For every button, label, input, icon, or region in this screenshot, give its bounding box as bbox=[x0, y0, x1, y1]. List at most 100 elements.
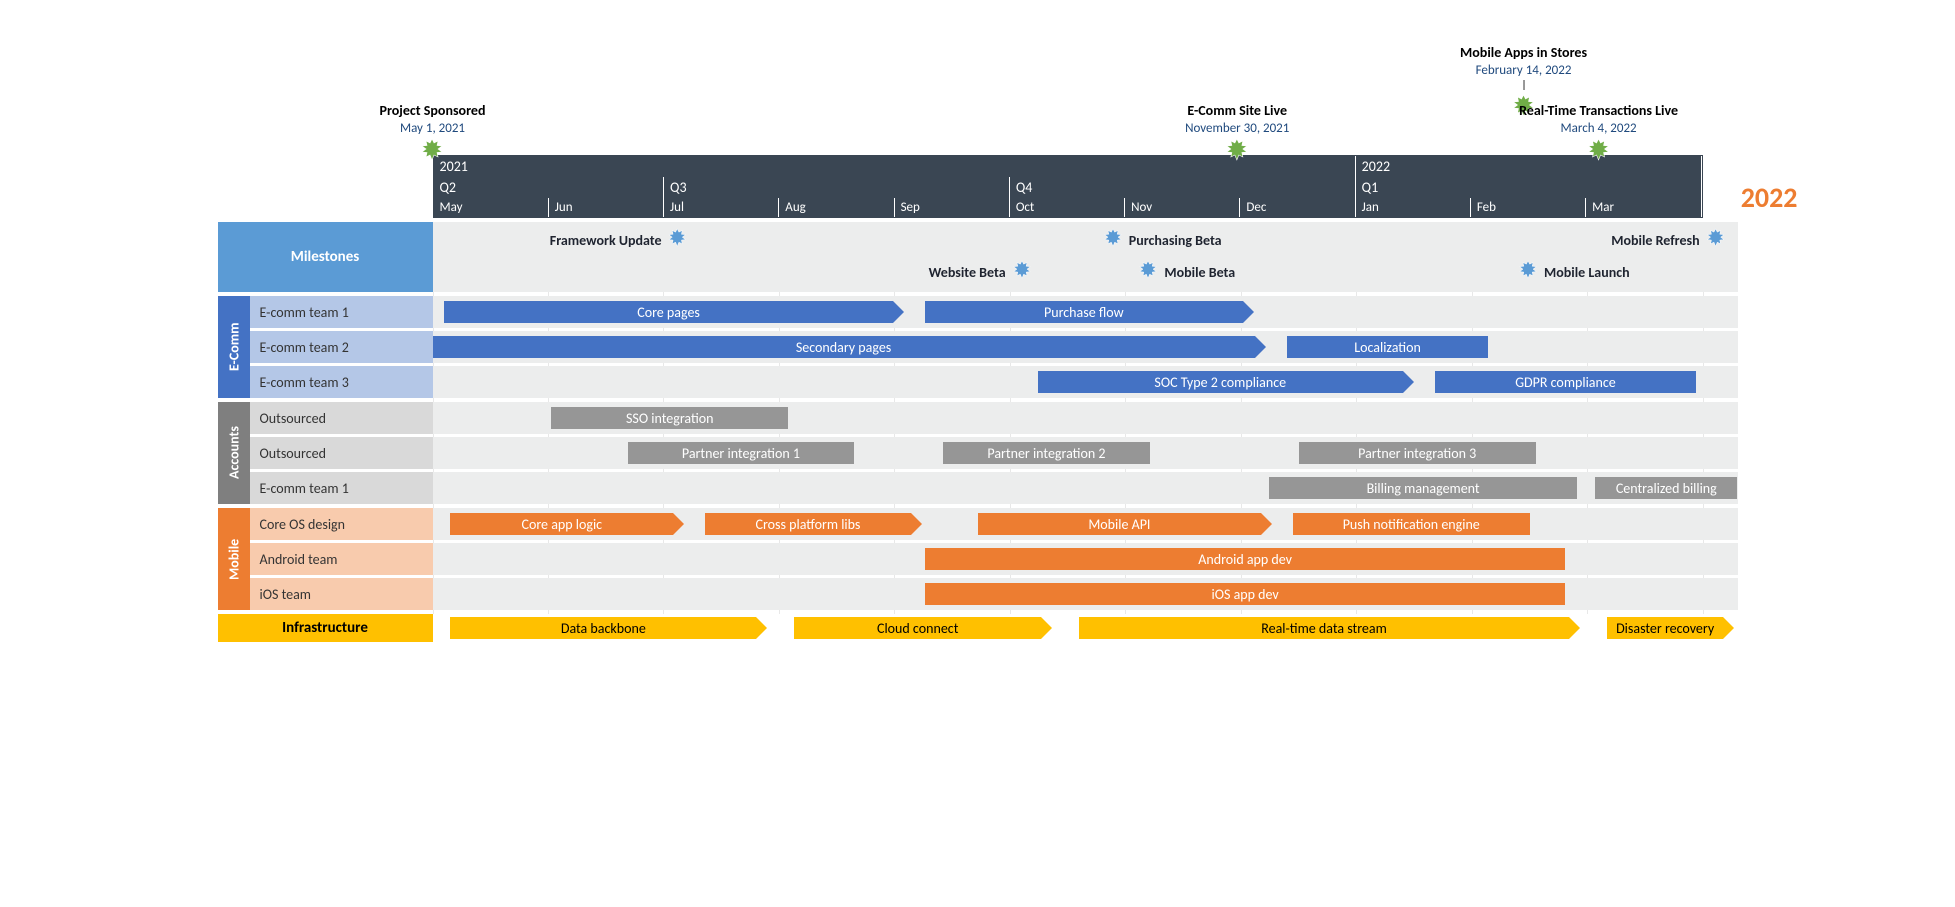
task-bar-arrow bbox=[1261, 513, 1272, 535]
milestone-badge-icon bbox=[1587, 138, 1611, 162]
row-track: Android app dev bbox=[433, 543, 1738, 575]
top-milestone: Project Sponsored May 1, 2021 bbox=[380, 102, 486, 167]
infrastructure-label: Infrastructure bbox=[218, 614, 433, 642]
timescale-cell: Nov bbox=[1125, 198, 1240, 217]
top-milestone-title: Real-Time Transactions Live bbox=[1519, 102, 1678, 119]
task-bar: Mobile API bbox=[978, 513, 1260, 535]
row-track: iOS app dev bbox=[433, 578, 1738, 610]
row-label: Core OS design bbox=[250, 508, 433, 540]
infra-task-bar: Cloud connect bbox=[794, 617, 1041, 639]
timescale-cell: Aug bbox=[779, 198, 894, 217]
swimlane-row: Android team Android app dev bbox=[250, 543, 1738, 575]
top-milestone-date: March 4, 2022 bbox=[1519, 121, 1678, 136]
year-accent-label: 2022 bbox=[1741, 180, 1798, 215]
milestone-badge-icon bbox=[1225, 138, 1249, 162]
task-bar: Cross platform libs bbox=[705, 513, 910, 535]
infra-task-bar: Data backbone bbox=[450, 617, 756, 639]
swimlane-mobile: MobileCore OS design Core app logic Cross … bbox=[218, 508, 1738, 610]
row-label: E-comm team 1 bbox=[250, 472, 433, 504]
swimlane-tab: Accounts bbox=[218, 402, 250, 504]
task-bar: SSO integration bbox=[551, 407, 788, 429]
swimlane-tab: E-Comm bbox=[218, 296, 250, 398]
row-track: Core pages Purchase flow bbox=[433, 296, 1738, 328]
milestone-badge-icon bbox=[1518, 260, 1538, 285]
task-bar: Centralized billing bbox=[1595, 477, 1737, 499]
gantt-chart: Project Sponsored May 1, 2021 E-Comm Sit… bbox=[218, 20, 1738, 642]
timescale-cell: Sep bbox=[895, 198, 1010, 217]
row-label: E-comm team 1 bbox=[250, 296, 433, 328]
task-bar: Partner integration 2 bbox=[943, 442, 1151, 464]
task-bar-arrow bbox=[893, 301, 904, 323]
milestone-label: Mobile Launch bbox=[1544, 264, 1630, 281]
swimlane-row: E-comm team 3SOC Type 2 complianceGDPR c… bbox=[250, 366, 1738, 398]
row-track: Secondary pages Localization bbox=[433, 331, 1738, 363]
task-bar-arrow bbox=[673, 513, 684, 535]
task-bar: Android app dev bbox=[925, 548, 1566, 570]
task-bar: Core app logic bbox=[450, 513, 673, 535]
swimlane-row: OutsourcedSSO integration bbox=[250, 402, 1738, 434]
milestone-item: Mobile Launch bbox=[1518, 260, 1630, 285]
milestone-item: Website Beta bbox=[929, 260, 1032, 285]
row-label: Android team bbox=[250, 543, 433, 575]
task-bar: Core pages bbox=[444, 301, 892, 323]
task-bar: GDPR compliance bbox=[1435, 371, 1696, 393]
milestone-item: Purchasing Beta bbox=[1103, 228, 1222, 253]
milestone-badge-icon bbox=[668, 228, 688, 253]
milestone-item: Framework Update bbox=[550, 228, 688, 253]
top-milestone-title: Project Sponsored bbox=[380, 102, 486, 119]
swimlane-e-comm: E-CommE-comm team 1 Core pages Purchase fl… bbox=[218, 296, 1738, 398]
task-bar: Partner integration 1 bbox=[628, 442, 853, 464]
task-bar-arrow bbox=[1403, 371, 1414, 393]
swimlane-tab: Mobile bbox=[218, 508, 250, 610]
swimlane-row: Core OS design Core app logic Cross platfo… bbox=[250, 508, 1738, 540]
timescale-cell: Jan bbox=[1356, 198, 1471, 217]
milestone-label: Purchasing Beta bbox=[1129, 232, 1222, 249]
milestone-badge-icon bbox=[1103, 228, 1123, 253]
top-milestone: E-Comm Site Live November 30, 2021 bbox=[1185, 102, 1289, 167]
top-milestone-title: E-Comm Site Live bbox=[1185, 102, 1289, 119]
swimlane-row: E-comm team 1 Core pages Purchase flow bbox=[250, 296, 1738, 328]
milestone-label: Mobile Beta bbox=[1164, 264, 1235, 281]
swimlane-accounts: AccountsOutsourcedSSO integrationOutsour… bbox=[218, 402, 1738, 504]
timescale-cell: Mar bbox=[1586, 198, 1701, 217]
swimlane-row: Outsourced Partner integration 1 Partner i… bbox=[250, 437, 1738, 469]
milestone-label: Framework Update bbox=[550, 232, 662, 249]
row-label: iOS team bbox=[250, 578, 433, 610]
task-bar: Partner integration 3 bbox=[1299, 442, 1536, 464]
timescale-cell: Jul bbox=[664, 198, 779, 217]
infrastructure-section: Infrastructure Data backbone Cloud connec… bbox=[218, 614, 1738, 642]
timescale-cell: Jun bbox=[549, 198, 664, 217]
top-milestones-track: Project Sponsored May 1, 2021 E-Comm Sit… bbox=[433, 20, 1703, 155]
row-label: E-comm team 3 bbox=[250, 366, 433, 398]
row-label: Outsourced bbox=[250, 437, 433, 469]
milestones-section: Milestones Framework UpdatePurchasing Be… bbox=[218, 222, 1738, 292]
timescale-cell: Dec bbox=[1240, 198, 1355, 217]
row-label: E-comm team 2 bbox=[250, 331, 433, 363]
top-milestone-date: February 14, 2022 bbox=[1460, 63, 1587, 78]
top-milestone: Real-Time Transactions Live March 4, 202… bbox=[1519, 102, 1678, 167]
milestone-badge-icon bbox=[1138, 260, 1158, 285]
timescale-cell: May bbox=[434, 198, 549, 217]
top-milestone-title: Mobile Apps in Stores bbox=[1460, 44, 1587, 61]
task-bar: Purchase flow bbox=[925, 301, 1243, 323]
infra-task-bar: Disaster recovery bbox=[1607, 617, 1723, 639]
infrastructure-track: Data backboneCloud connectReal-time data… bbox=[433, 614, 1738, 642]
task-bar-arrow bbox=[1243, 301, 1254, 323]
task-bar: Secondary pages bbox=[433, 336, 1255, 358]
milestone-item: Mobile Beta bbox=[1138, 260, 1235, 285]
timescale-cell: Oct bbox=[1010, 198, 1125, 217]
task-bar: Push notification engine bbox=[1293, 513, 1530, 535]
milestone-badge-icon bbox=[1012, 260, 1032, 285]
task-bar: iOS app dev bbox=[925, 583, 1566, 605]
timescale-cell: Q3 bbox=[664, 177, 1010, 198]
row-track: Core app logic Cross platform libs Mobile … bbox=[433, 508, 1738, 540]
task-bar: Localization bbox=[1287, 336, 1489, 358]
milestone-label: Website Beta bbox=[929, 264, 1006, 281]
milestone-badge-icon bbox=[420, 138, 444, 162]
top-milestone-date: November 30, 2021 bbox=[1185, 121, 1289, 136]
timescale-cell: Feb bbox=[1471, 198, 1586, 217]
task-bar-arrow bbox=[1255, 336, 1266, 358]
timescale-cell: Q1 bbox=[1356, 177, 1702, 198]
chart-body: Milestones Framework UpdatePurchasing Be… bbox=[218, 222, 1738, 642]
milestones-track: Framework UpdatePurchasing BetaMobile Re… bbox=[433, 222, 1738, 292]
